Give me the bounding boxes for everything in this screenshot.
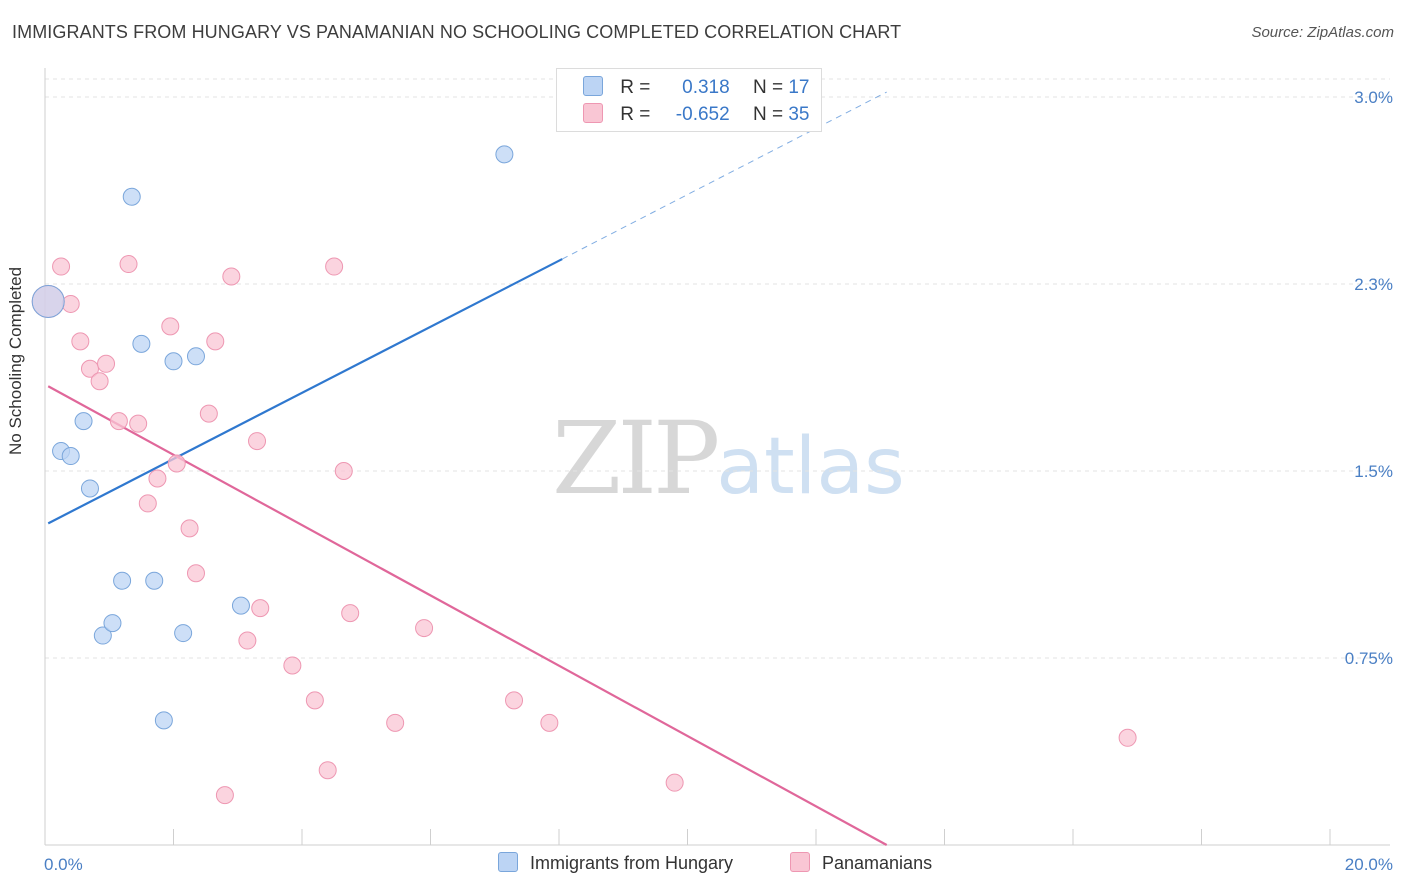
correlation-legend: R = 0.318 N = 17 R = -0.652 N = 35 bbox=[556, 68, 822, 132]
point-panamanians bbox=[90, 372, 109, 391]
point-panamanians bbox=[80, 359, 99, 378]
point-panamanians bbox=[238, 631, 257, 650]
point-panamanians bbox=[325, 257, 344, 276]
point-panamanians bbox=[305, 691, 324, 710]
legend-swatch-pink bbox=[583, 103, 603, 123]
point-panamanians bbox=[283, 656, 302, 675]
point-panamanians bbox=[97, 354, 116, 373]
point-panamanians bbox=[61, 294, 80, 313]
point-panamanians bbox=[148, 469, 167, 488]
point-hungary bbox=[74, 412, 93, 431]
point-panamanians bbox=[318, 761, 337, 780]
point-panamanians bbox=[109, 412, 128, 431]
trendline-panamanians bbox=[47, 385, 888, 846]
point-panamanians bbox=[71, 332, 90, 351]
point-panamanians bbox=[180, 519, 199, 538]
point-panamanians bbox=[119, 255, 138, 274]
point-hungary bbox=[231, 596, 250, 615]
point-panamanians bbox=[161, 317, 180, 336]
trendline-hungary-extension bbox=[561, 91, 887, 260]
legend-row-hungary: R = 0.318 N = 17 bbox=[583, 76, 809, 100]
point-panamanians bbox=[505, 691, 524, 710]
point-panamanians bbox=[199, 404, 218, 423]
bottom-legend-hungary: Immigrants from Hungary bbox=[498, 852, 733, 874]
point-hungary bbox=[61, 447, 80, 466]
source-label: Source: ZipAtlas.com bbox=[1251, 24, 1394, 41]
point-hungary bbox=[93, 626, 112, 645]
point-panamanians bbox=[248, 432, 267, 451]
point-panamanians bbox=[341, 604, 360, 623]
point-hungary bbox=[154, 711, 173, 730]
point-hungary bbox=[132, 334, 151, 353]
y-tick-label: 3.0% bbox=[1354, 88, 1393, 107]
legend-row-panamanians: R = -0.652 N = 35 bbox=[583, 103, 809, 127]
zipatlas-watermark: ZIPatlas bbox=[552, 400, 905, 517]
point-hungary bbox=[103, 614, 122, 633]
point-hungary bbox=[80, 479, 99, 498]
point-hungary bbox=[145, 571, 164, 590]
point-panamanians bbox=[138, 494, 157, 513]
point-panamanians bbox=[222, 267, 241, 286]
point-panamanians bbox=[540, 713, 559, 732]
bottom-legend-swatch-pink bbox=[790, 852, 810, 872]
y-tick-label: 1.5% bbox=[1354, 462, 1393, 481]
y-axis-label: No Schooling Completed bbox=[6, 266, 25, 455]
point-hungary bbox=[113, 571, 132, 590]
point-hungary bbox=[495, 145, 514, 164]
y-tick-label: 0.75% bbox=[1345, 649, 1393, 668]
point-panamanians bbox=[415, 619, 434, 638]
x-tick-label: 20.0% bbox=[1345, 855, 1393, 874]
point-hungary bbox=[174, 624, 193, 643]
point-panamanians bbox=[206, 332, 225, 351]
point-panamanians bbox=[1118, 728, 1137, 747]
bottom-legend-panamanians: Panamanians bbox=[790, 852, 932, 874]
point-panamanians bbox=[665, 773, 684, 792]
point-hungary bbox=[122, 187, 141, 206]
point-hungary bbox=[31, 284, 65, 318]
trendline-hungary bbox=[47, 258, 563, 525]
point-panamanians bbox=[251, 599, 270, 618]
point-panamanians bbox=[186, 564, 205, 583]
point-panamanians bbox=[129, 414, 148, 433]
legend-swatch-blue bbox=[583, 76, 603, 96]
point-hungary bbox=[186, 347, 205, 366]
chart-title: IMMIGRANTS FROM HUNGARY VS PANAMANIAN NO… bbox=[12, 22, 902, 42]
x-tick-label: 0.0% bbox=[44, 855, 83, 874]
point-panamanians bbox=[386, 713, 405, 732]
bottom-legend-swatch-blue bbox=[498, 852, 518, 872]
point-panamanians bbox=[52, 257, 71, 276]
point-panamanians bbox=[334, 462, 353, 480]
point-hungary bbox=[164, 352, 183, 371]
point-panamanians bbox=[167, 454, 186, 473]
y-tick-label: 2.3% bbox=[1354, 275, 1393, 294]
point-panamanians bbox=[215, 786, 234, 805]
